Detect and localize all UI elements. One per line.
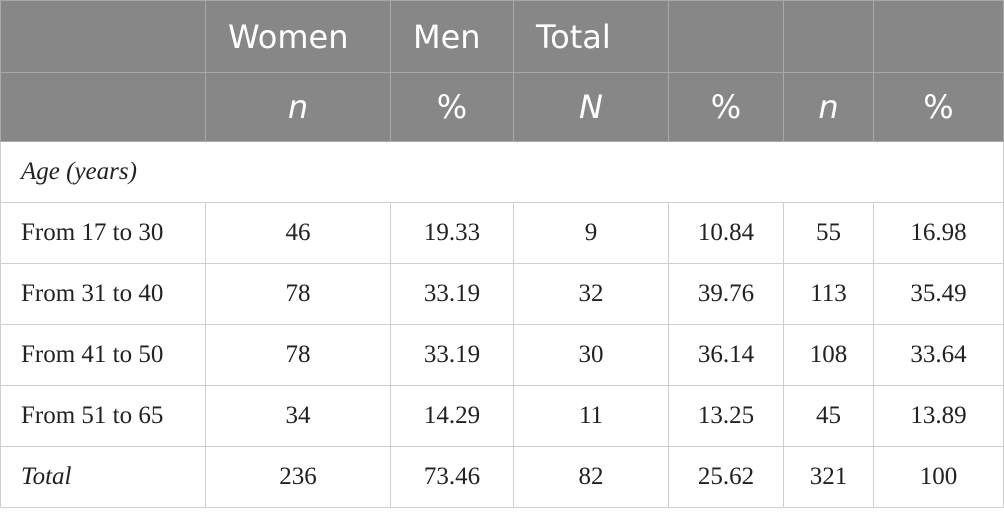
header-cell [0,0,206,73]
table-cell: 39.76 [668,263,784,325]
row-label: From 17 to 30 [0,202,206,264]
table-body: Women Men Total n% N% n% Age (years) From 17 to… [0,0,1004,508]
table-cell: 34 [205,385,391,447]
table-cell: 25.62 [668,446,784,508]
table-row: From 41 to 50 78 33.19 30 36.14 108 33.64 [0,324,1004,386]
header-cell [668,0,784,73]
table-cell: 13.89 [873,385,1004,447]
header-cell: N [513,72,669,142]
table-cell: 55 [783,202,874,264]
table-cell: 100 [873,446,1004,508]
table-cell: 36.14 [668,324,784,386]
table-cell: 16.98 [873,202,1004,264]
data-table: Women Men Total n% N% n% Age (years) From 17 to… [0,0,1004,508]
header-cell: % [668,72,784,142]
header-cell: Total [513,0,669,73]
table-cell: 35.49 [873,263,1004,325]
table-cell: 11 [513,385,669,447]
table-cell: 32 [513,263,669,325]
row-label: From 31 to 40 [0,263,206,325]
table-row: From 31 to 40 78 33.19 32 39.76 113 35.49 [0,263,1004,325]
section-cell: Age (years) [0,141,1004,203]
header-row: Women Men Total [0,0,1004,73]
table-cell: 33.19 [390,324,514,386]
table-cell: 33.64 [873,324,1004,386]
table-cell: 30 [513,324,669,386]
row-label: From 41 to 50 [0,324,206,386]
table-cell: 46 [205,202,391,264]
header-cell: % [873,72,1004,142]
table-cell: 14.29 [390,385,514,447]
table-cell: 113 [783,263,874,325]
table-cell: 78 [205,324,391,386]
table-cell: 33.19 [390,263,514,325]
table-cell: 82 [513,446,669,508]
table-row: From 17 to 30 46 19.33 9 10.84 55 16.98 [0,202,1004,264]
header-cell: n [205,72,391,142]
header-cell: Men [390,0,514,73]
table-cell: 236 [205,446,391,508]
table-cell: 19.33 [390,202,514,264]
header-cell: Women [205,0,391,73]
header-cell [783,0,874,73]
table-cell: 45 [783,385,874,447]
table-cell: 73.46 [390,446,514,508]
table-cell: 78 [205,263,391,325]
header-cell [0,72,206,142]
table-cell: 108 [783,324,874,386]
header-row: n% N% n% [0,72,1004,142]
header-cell [873,0,1004,73]
table-row: Total 236 73.46 82 25.62 321 100 [0,446,1004,508]
row-label: Total [0,446,206,508]
row-label: From 51 to 65 [0,385,206,447]
table-cell: 13.25 [668,385,784,447]
table-row: From 51 to 65 34 14.29 11 13.25 45 13.89 [0,385,1004,447]
header-cell: n [783,72,874,142]
table-cell: 9 [513,202,669,264]
header-cell: % [390,72,514,142]
table-cell: 321 [783,446,874,508]
table-cell: 10.84 [668,202,784,264]
section-row: Age (years) [0,141,1004,203]
